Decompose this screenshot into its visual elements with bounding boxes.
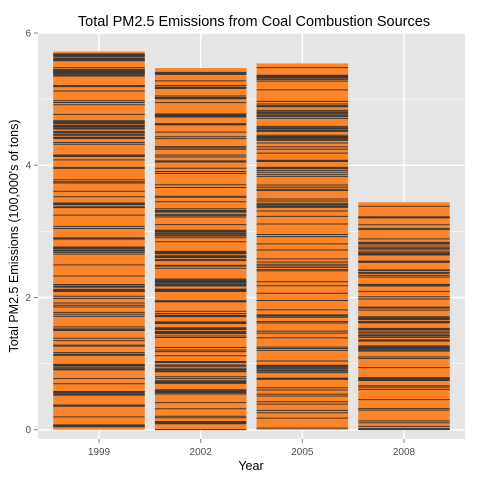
y-axis: 0 2 4 6 — [25, 29, 38, 436]
x-tick-label: 1999 — [88, 447, 111, 458]
y-tick-label: 2 — [25, 293, 31, 304]
bar-segments-2005 — [256, 67, 349, 429]
x-tick-label: 2008 — [393, 447, 416, 458]
bar-2002 — [154, 68, 247, 430]
bar-1999 — [53, 51, 145, 430]
x-axis: 1999 2002 2005 2008 — [88, 439, 416, 458]
bar-2008 — [358, 202, 450, 430]
chart-title: Total PM2.5 Emissions from Coal Combusti… — [78, 14, 430, 30]
bar-segments-2002 — [154, 71, 247, 431]
x-tick-label: 2005 — [291, 447, 314, 458]
y-tick-label: 4 — [25, 161, 31, 172]
bar-segments-2008 — [358, 205, 450, 431]
y-tick-label: 0 — [25, 425, 31, 436]
bar-segments-1999 — [53, 53, 145, 428]
x-tick-label: 2002 — [190, 447, 213, 458]
bars — [53, 51, 450, 431]
x-axis-title: Year — [238, 459, 263, 473]
y-axis-title: Total PM2.5 Emissions (100,000's of tons… — [7, 119, 21, 352]
y-tick-label: 6 — [25, 29, 31, 40]
